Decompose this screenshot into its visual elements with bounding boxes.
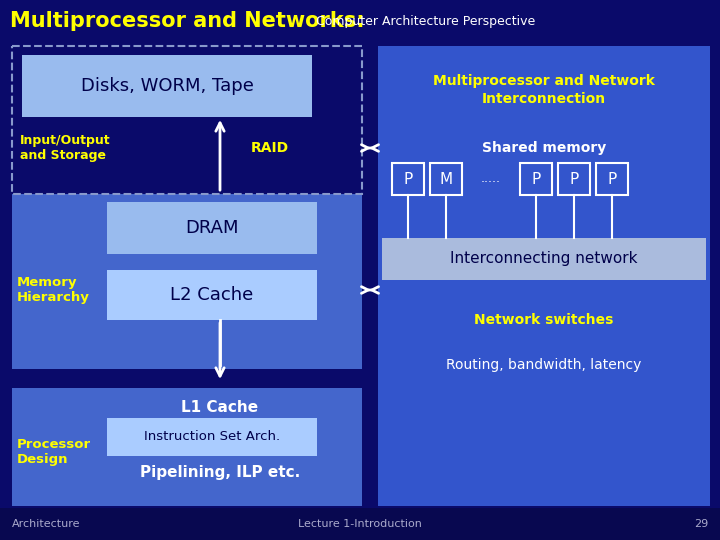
Bar (107, 418, 317, 456)
Text: Multiprocessor and Network
Interconnection: Multiprocessor and Network Interconnecti… (433, 74, 655, 106)
Bar (107, 270, 317, 320)
Text: Disks, WORM, Tape: Disks, WORM, Tape (81, 77, 253, 95)
Text: Lecture 1-Introduction: Lecture 1-Introduction (298, 519, 422, 529)
Bar (22, 55, 312, 117)
Text: P: P (608, 172, 616, 186)
Text: Computer Architecture Perspective: Computer Architecture Perspective (316, 15, 535, 28)
Text: Interconnecting network: Interconnecting network (450, 252, 638, 267)
Text: L1 Cache: L1 Cache (181, 401, 258, 415)
Text: Routing, bandwidth, latency: Routing, bandwidth, latency (446, 358, 642, 372)
Bar (430, 163, 462, 195)
Text: .....: ..... (481, 172, 501, 186)
Bar (12, 388, 362, 506)
Text: 29: 29 (694, 519, 708, 529)
Text: Architecture: Architecture (12, 519, 81, 529)
Bar (520, 163, 552, 195)
Bar (596, 163, 628, 195)
Text: Input/Output
and Storage: Input/Output and Storage (20, 134, 111, 162)
Bar (0, 508, 720, 540)
Text: RAID: RAID (251, 141, 289, 155)
Text: P: P (531, 172, 541, 186)
Bar (12, 46, 362, 194)
Text: Memory
Hierarchy: Memory Hierarchy (17, 276, 90, 304)
Bar (107, 202, 317, 254)
Text: Processor
Design: Processor Design (17, 438, 91, 466)
Text: Shared memory: Shared memory (482, 141, 606, 155)
Text: Pipelining, ILP etc.: Pipelining, ILP etc. (140, 465, 300, 481)
Bar (558, 163, 590, 195)
Bar (392, 163, 424, 195)
Text: L2 Cache: L2 Cache (171, 286, 253, 304)
Bar (378, 46, 710, 506)
Bar (12, 194, 362, 369)
Text: Multiprocessor and Networks:: Multiprocessor and Networks: (10, 11, 364, 31)
Text: DRAM: DRAM (185, 219, 239, 237)
Text: P: P (403, 172, 413, 186)
Bar (382, 238, 706, 280)
Text: P: P (570, 172, 579, 186)
Bar (0, 0, 720, 42)
Text: M: M (439, 172, 453, 186)
Text: Network switches: Network switches (474, 313, 613, 327)
Text: Instruction Set Arch.: Instruction Set Arch. (144, 430, 280, 443)
